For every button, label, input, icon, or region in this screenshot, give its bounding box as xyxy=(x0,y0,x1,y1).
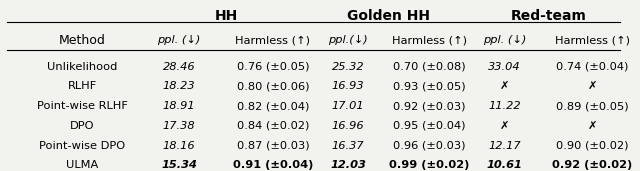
Text: 11.22: 11.22 xyxy=(488,101,521,111)
Text: 18.16: 18.16 xyxy=(163,141,195,150)
Text: 12.03: 12.03 xyxy=(330,160,366,170)
Text: 33.04: 33.04 xyxy=(488,62,521,71)
Text: 28.46: 28.46 xyxy=(163,62,195,71)
Text: Point-wise RLHF: Point-wise RLHF xyxy=(36,101,127,111)
Text: Harmless (↑): Harmless (↑) xyxy=(554,35,630,45)
Text: 0.91 (±0.04): 0.91 (±0.04) xyxy=(233,160,313,170)
Text: 17.01: 17.01 xyxy=(332,101,364,111)
Text: 0.96 (±0.03): 0.96 (±0.03) xyxy=(393,141,465,150)
Text: Harmless (↑): Harmless (↑) xyxy=(236,35,310,45)
Text: 0.95 (±0.04): 0.95 (±0.04) xyxy=(393,121,465,131)
Text: 25.32: 25.32 xyxy=(332,62,364,71)
Text: ULMA: ULMA xyxy=(66,160,98,170)
Text: 10.61: 10.61 xyxy=(486,160,522,170)
Text: 0.89 (±0.05): 0.89 (±0.05) xyxy=(556,101,628,111)
Text: 0.99 (±0.02): 0.99 (±0.02) xyxy=(389,160,470,170)
Text: 0.92 (±0.02): 0.92 (±0.02) xyxy=(552,160,632,170)
Text: ppl.(↓): ppl.(↓) xyxy=(328,35,368,45)
Text: HH: HH xyxy=(214,9,237,23)
Text: ✗: ✗ xyxy=(500,121,509,131)
Text: 16.96: 16.96 xyxy=(332,121,364,131)
Text: 18.23: 18.23 xyxy=(163,81,195,91)
Text: ✗: ✗ xyxy=(588,81,596,91)
Text: 0.74 (±0.04): 0.74 (±0.04) xyxy=(556,62,628,71)
Text: 18.91: 18.91 xyxy=(163,101,195,111)
Text: Harmless (↑): Harmless (↑) xyxy=(392,35,467,45)
Text: 16.37: 16.37 xyxy=(332,141,364,150)
Text: 12.17: 12.17 xyxy=(488,141,521,150)
Text: ppl. (↓): ppl. (↓) xyxy=(483,35,526,45)
Text: 16.93: 16.93 xyxy=(332,81,364,91)
Text: 0.80 (±0.06): 0.80 (±0.06) xyxy=(237,81,309,91)
Text: 0.90 (±0.02): 0.90 (±0.02) xyxy=(556,141,628,150)
Text: ppl. (↓): ppl. (↓) xyxy=(157,35,201,45)
Text: 0.82 (±0.04): 0.82 (±0.04) xyxy=(237,101,309,111)
Text: Red-team: Red-team xyxy=(510,9,586,23)
Text: 0.76 (±0.05): 0.76 (±0.05) xyxy=(237,62,309,71)
Text: Point-wise DPO: Point-wise DPO xyxy=(39,141,125,150)
Text: 15.34: 15.34 xyxy=(161,160,197,170)
Text: ✗: ✗ xyxy=(500,81,509,91)
Text: 0.84 (±0.02): 0.84 (±0.02) xyxy=(237,121,309,131)
Text: 0.70 (±0.08): 0.70 (±0.08) xyxy=(393,62,466,71)
Text: Method: Method xyxy=(59,34,106,47)
Text: Unlikelihood: Unlikelihood xyxy=(47,62,117,71)
Text: 0.92 (±0.03): 0.92 (±0.03) xyxy=(393,101,465,111)
Text: 0.87 (±0.03): 0.87 (±0.03) xyxy=(237,141,309,150)
Text: Golden HH: Golden HH xyxy=(347,9,430,23)
Text: 17.38: 17.38 xyxy=(163,121,195,131)
Text: DPO: DPO xyxy=(70,121,94,131)
Text: RLHF: RLHF xyxy=(67,81,97,91)
Text: 0.93 (±0.05): 0.93 (±0.05) xyxy=(393,81,466,91)
Text: ✗: ✗ xyxy=(588,121,596,131)
